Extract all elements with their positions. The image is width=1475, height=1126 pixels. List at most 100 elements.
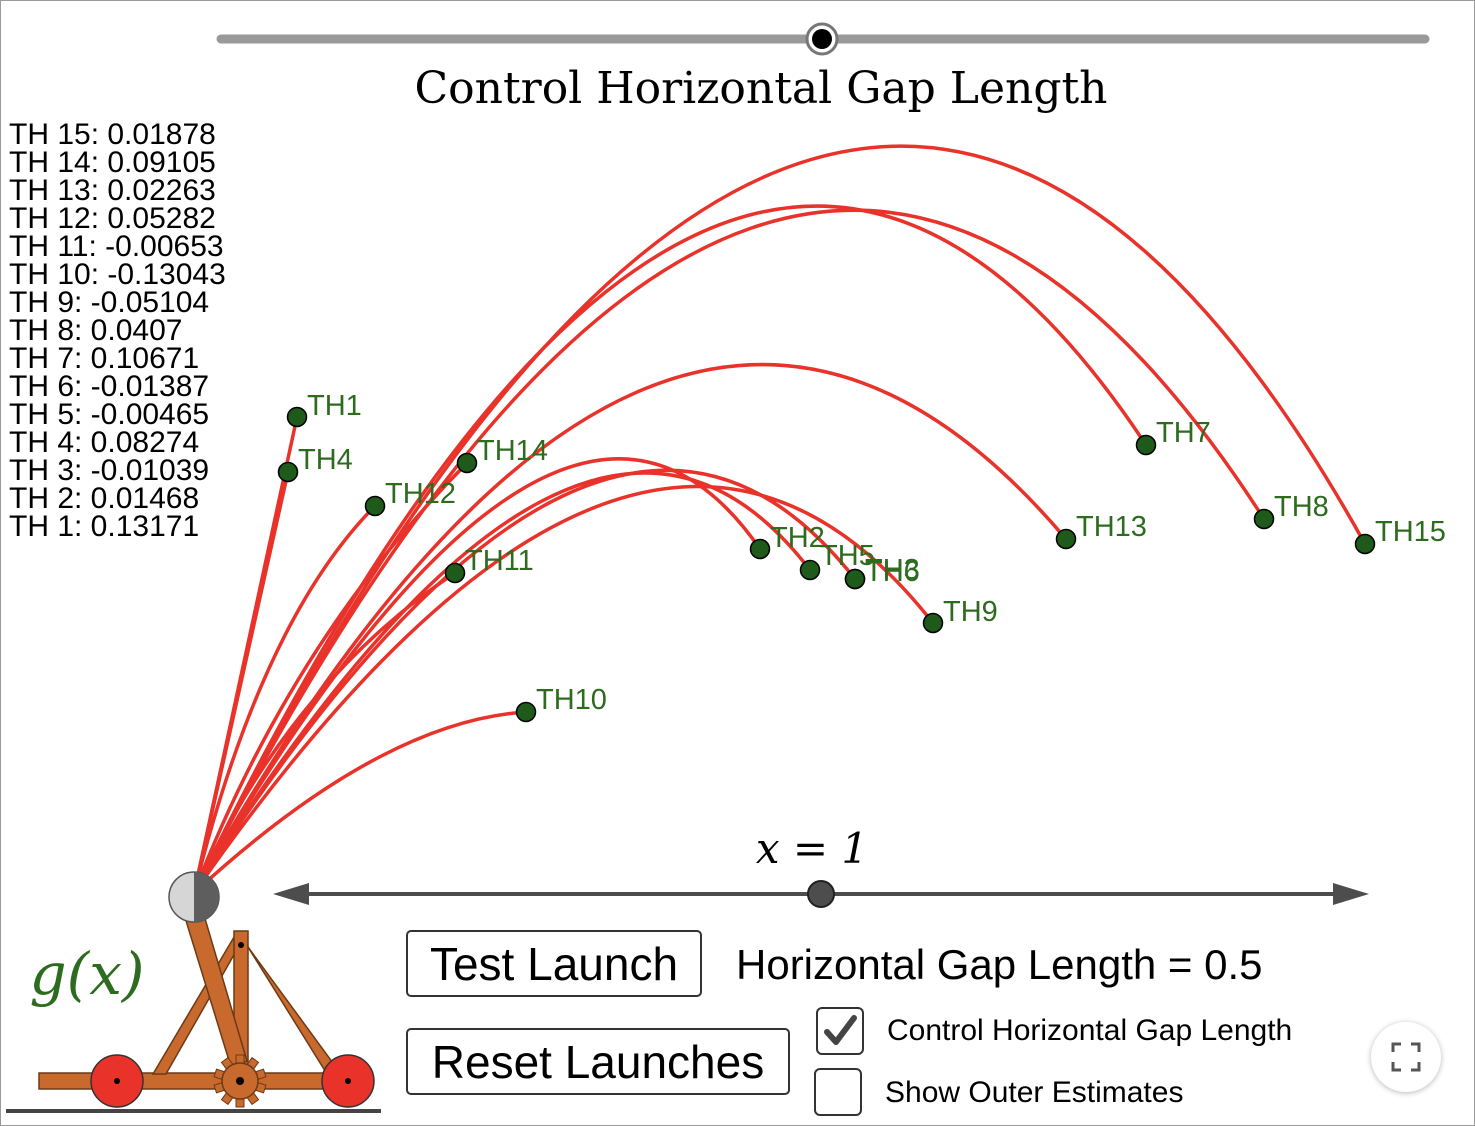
point-label: TH1	[307, 390, 362, 422]
point-marker[interactable]	[456, 452, 478, 474]
point-marker[interactable]	[1055, 528, 1077, 550]
landing-point-th4[interactable]: TH4	[277, 444, 353, 483]
point-label: TH8	[1274, 491, 1329, 523]
control-gap-checkbox[interactable]	[816, 1007, 864, 1055]
catapult-pivot	[238, 942, 244, 948]
trajectory-curve	[192, 416, 299, 894]
point-label: TH7	[1156, 417, 1211, 449]
checkmark-icon	[824, 1015, 857, 1045]
th-value-item: TH 1: 0.13171	[9, 510, 199, 543]
test-launch-button[interactable]: Test Launch	[406, 930, 702, 997]
gap-slider-title: Control Horizontal Gap Length	[414, 63, 1107, 114]
landing-point-th8[interactable]: TH8	[1253, 491, 1329, 530]
trajectory-curve	[192, 208, 1266, 894]
th-value-item: TH 12: 0.05282	[9, 202, 216, 235]
point-label: TH6	[865, 556, 920, 588]
point-label: TH9	[943, 596, 998, 628]
point-label: TH12	[385, 478, 456, 510]
trajectory-curve	[192, 471, 812, 894]
reset-launches-button[interactable]: Reset Launches	[406, 1028, 790, 1095]
th-value-item: TH 7: 0.10671	[9, 342, 199, 375]
catapult-bucket-shade	[194, 872, 219, 922]
catapult-base	[38, 1072, 370, 1090]
th-value-item: TH 9: -0.05104	[9, 286, 209, 319]
point-label: TH4	[298, 444, 353, 476]
landing-point-th13[interactable]: TH13	[1055, 511, 1147, 550]
th-value-item: TH 10: -0.13043	[9, 258, 226, 291]
fullscreen-icon	[1391, 1042, 1421, 1072]
th-value-item: TH 13: 0.02263	[9, 174, 216, 207]
th-value-item: TH 14: 0.09105	[9, 146, 216, 179]
point-label: TH3	[865, 554, 920, 586]
th-value-item: TH 6: -0.01387	[9, 370, 209, 403]
landing-point-th9[interactable]: TH9	[922, 596, 998, 634]
trajectory-curve	[192, 461, 469, 894]
landing-point-th14[interactable]: TH14	[456, 435, 548, 474]
point-label: TH10	[536, 684, 607, 716]
th-value-item: TH 3: -0.01039	[9, 454, 209, 487]
th-value-item: TH 2: 0.01468	[9, 482, 199, 515]
landing-point-th11[interactable]: TH11	[444, 545, 534, 584]
x-slider-arrow-left	[273, 883, 309, 905]
th-value-item: TH 8: 0.0407	[9, 314, 182, 347]
point-marker[interactable]	[799, 559, 821, 581]
landing-point-th2[interactable]: TH2	[749, 522, 825, 560]
trajectory-curve	[192, 484, 935, 895]
winch-gear	[213, 1054, 267, 1108]
point-marker[interactable]	[1354, 533, 1376, 555]
point-label: TH5	[820, 540, 875, 572]
point-marker[interactable]	[1135, 434, 1157, 456]
function-label: g(x)	[29, 940, 144, 1008]
th-value-item: TH 4: 0.08274	[9, 426, 199, 459]
point-label: TH13	[1076, 511, 1147, 543]
catapult-frame-right	[236, 931, 343, 1075]
catapult	[6, 871, 381, 1113]
x-slider-handle[interactable]	[807, 880, 835, 908]
x-slider-arrow-right	[1333, 883, 1369, 905]
wheel-left-hub	[114, 1078, 120, 1084]
fullscreen-button[interactable]	[1371, 1022, 1441, 1092]
trajectory-curve	[192, 504, 377, 894]
th-value-item: TH 11: -0.00653	[9, 230, 224, 263]
landing-point-th6[interactable]: TH6	[844, 556, 920, 590]
control-gap-checkbox-label[interactable]: Control Horizontal Gap Length	[887, 1014, 1293, 1047]
point-label: TH2	[770, 522, 825, 554]
point-label: TH15	[1375, 516, 1446, 548]
gear-hub	[236, 1077, 244, 1085]
trajectory-curve	[192, 144, 1367, 894]
th-value-item: TH 5: -0.00465	[9, 398, 209, 431]
point-marker[interactable]	[515, 701, 537, 723]
trajectory-curve	[192, 571, 456, 894]
point-marker[interactable]	[444, 562, 466, 584]
trajectory-curve	[192, 710, 527, 895]
landing-point-th15[interactable]: TH15	[1354, 516, 1446, 555]
point-marker[interactable]	[749, 538, 771, 560]
point-marker[interactable]	[286, 406, 308, 428]
point-marker[interactable]	[922, 612, 944, 634]
landing-point-th5[interactable]: TH5	[799, 540, 875, 581]
th-value-item: TH 15: 0.01878	[9, 118, 216, 151]
point-marker[interactable]	[277, 461, 299, 483]
point-marker[interactable]	[844, 568, 866, 590]
trajectory-curves	[192, 144, 1367, 895]
landing-point-th1[interactable]: TH1	[286, 390, 362, 428]
wheel-right-hub	[345, 1078, 351, 1084]
landing-point-th12[interactable]: TH12	[364, 478, 456, 517]
outer-estimates-checkbox[interactable]	[814, 1068, 862, 1116]
point-marker[interactable]	[1253, 508, 1275, 530]
trajectory-curve	[192, 468, 857, 894]
trajectory-curve	[192, 363, 1068, 894]
point-marker[interactable]	[364, 495, 386, 517]
landing-point-th7[interactable]: TH7	[1135, 417, 1211, 456]
gap-slider-handle-dot	[812, 29, 832, 49]
point-label: TH11	[465, 545, 534, 577]
horizontal-gap-length-text: Horizontal Gap Length = 0.5	[736, 941, 1263, 988]
landing-point-th10[interactable]: TH10	[515, 684, 607, 723]
x-slider-label: x = 1	[756, 824, 868, 873]
point-label: TH14	[477, 435, 548, 467]
outer-estimates-checkbox-label[interactable]: Show Outer Estimates	[885, 1076, 1184, 1109]
